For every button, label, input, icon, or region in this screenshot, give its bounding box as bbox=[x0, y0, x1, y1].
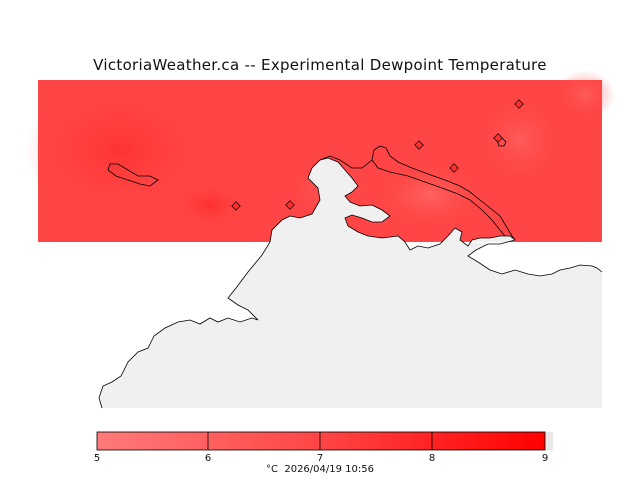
station-marker bbox=[231, 201, 241, 211]
colorbar-tick-label: 5 bbox=[93, 453, 101, 464]
station-marker bbox=[285, 200, 295, 210]
timestamp: 2026/04/19 10:56 bbox=[284, 464, 374, 475]
station-marker bbox=[493, 133, 503, 143]
colorbar-tick-label: 9 bbox=[541, 453, 549, 464]
unit-label: °C bbox=[266, 464, 278, 475]
land-area bbox=[99, 158, 602, 408]
station-marker bbox=[514, 99, 524, 109]
colorbar-tick-label: 7 bbox=[316, 453, 324, 464]
colorbar-tick-label: 6 bbox=[204, 453, 212, 464]
colorbar bbox=[96, 431, 553, 451]
colorbar-tick-label: 8 bbox=[428, 453, 436, 464]
legend-caption: °C 2026/04/19 10:56 bbox=[0, 464, 640, 475]
station-markers bbox=[231, 99, 524, 211]
station-marker bbox=[414, 140, 424, 150]
station-marker bbox=[449, 163, 459, 173]
map-title: VictoriaWeather.ca -- Experimental Dewpo… bbox=[93, 56, 547, 74]
water-region-east bbox=[468, 242, 602, 276]
water-region bbox=[38, 242, 270, 408]
